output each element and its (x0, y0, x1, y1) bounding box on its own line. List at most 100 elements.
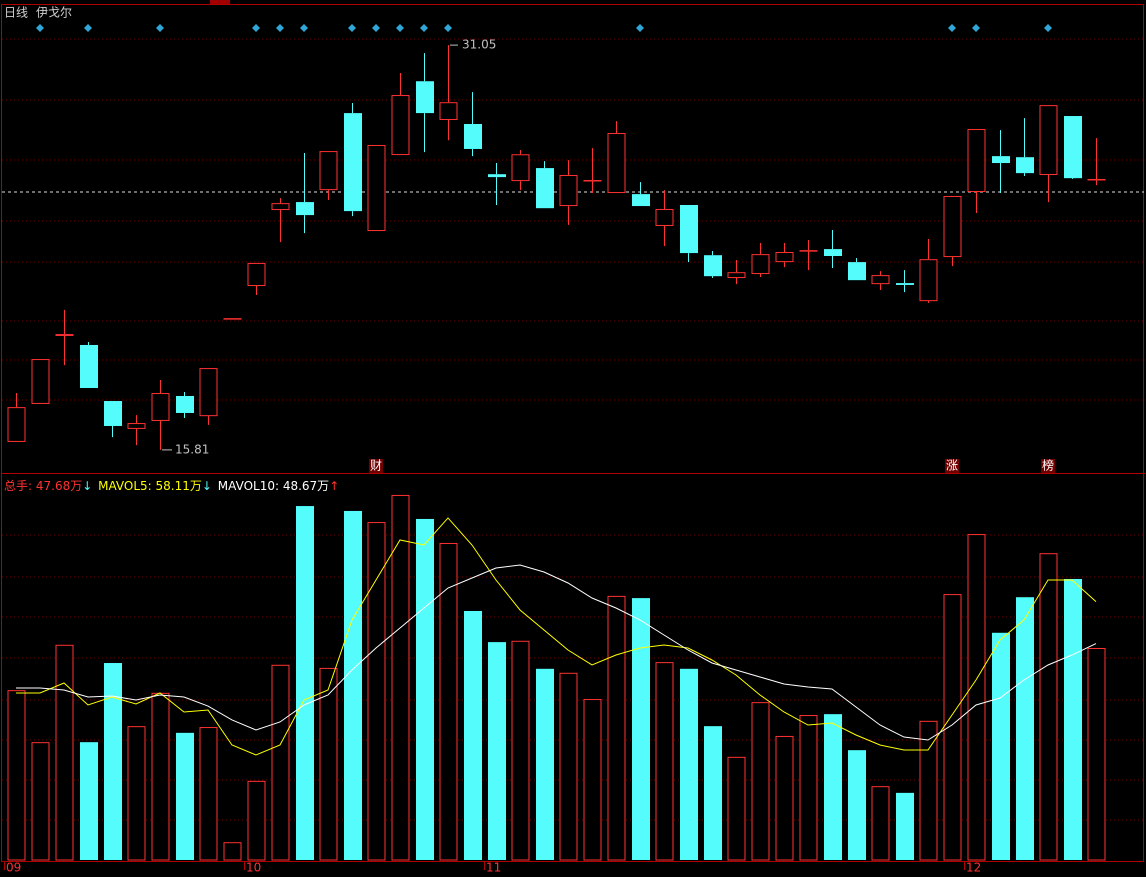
volume-bar (296, 506, 314, 860)
candle-body (967, 129, 986, 192)
annotation-box (369, 459, 383, 473)
x-tick-label: 12 (966, 861, 981, 875)
candle-body (247, 262, 266, 287)
event-marker (972, 24, 980, 32)
candle-body (223, 318, 242, 320)
x-tick-label: 09 (6, 861, 21, 875)
candle-body (751, 254, 770, 275)
candle-body (391, 95, 410, 156)
annotation: 财 (370, 459, 382, 473)
annotation: 榜 (1042, 458, 1054, 473)
event-marker (276, 24, 284, 32)
volume-bar (943, 594, 962, 861)
ma-line (16, 517, 1097, 756)
candle-body (319, 151, 338, 191)
volume-bar (1064, 578, 1082, 860)
event-marker (444, 24, 452, 32)
candle-body (919, 259, 938, 302)
volume-bar (391, 494, 410, 861)
candle-body (151, 393, 170, 421)
event-marker (1044, 24, 1052, 32)
candle-body (511, 154, 530, 182)
x-tick-label: 10 (246, 861, 261, 875)
legend-text: MAVOL5: 58.11万 (98, 479, 202, 493)
candle-body (367, 144, 386, 232)
candle-body (896, 283, 914, 285)
volume-bar (871, 786, 890, 861)
event-marker (300, 24, 308, 32)
volume-bar (223, 842, 242, 861)
candle-body (704, 255, 722, 277)
volume-bar (464, 610, 482, 860)
annotation-box (945, 459, 959, 473)
candle-body (31, 359, 50, 404)
candle-body (992, 156, 1010, 164)
volume-bar (1039, 553, 1058, 861)
frame (1, 4, 1144, 862)
event-marker (396, 24, 404, 32)
volume-bar (751, 702, 770, 861)
legend-arrow: ↓ (82, 479, 92, 493)
annotation-group: 财 涨 榜 (369, 458, 1055, 473)
candle-body (824, 249, 842, 256)
volume-bar (727, 756, 746, 861)
volume-bar (583, 699, 602, 861)
candle-body (439, 102, 458, 121)
candle-body (199, 368, 218, 417)
volume-bar (967, 534, 986, 861)
volume-bar (607, 595, 626, 861)
volume-bar (655, 662, 674, 861)
annotation-box (1041, 459, 1055, 473)
volume-bar (919, 720, 938, 861)
volume-bar (559, 672, 578, 861)
event-marker (84, 24, 92, 32)
volume-bar (848, 750, 866, 860)
event-marker (36, 24, 44, 32)
volume-bar (536, 668, 554, 860)
volume-bar (824, 714, 842, 860)
volume-bar (55, 644, 74, 861)
candle-body (127, 423, 146, 429)
volume-bar (31, 742, 50, 861)
min-label: 15.81 (175, 442, 209, 456)
volume-bar (775, 735, 794, 861)
volume-bar (488, 642, 506, 860)
volume-bar (416, 518, 434, 860)
candle-body (583, 180, 602, 182)
max-label: 31.05 (462, 38, 496, 52)
volume-bar (1087, 647, 1106, 861)
volume-bar (896, 792, 914, 860)
candle-body (559, 174, 578, 207)
period-label: 日线 (4, 6, 28, 20)
candle-body (416, 81, 434, 114)
volume-bar (7, 690, 26, 861)
volume-bar (992, 632, 1010, 860)
candle-body (632, 194, 650, 207)
candle-body (344, 113, 362, 212)
candle-body (80, 344, 98, 389)
volume-bar (1016, 597, 1034, 860)
legend-arrow: ↓ (202, 479, 212, 493)
candle-body (775, 252, 794, 263)
candle-body (176, 395, 194, 413)
volume-bar (511, 640, 530, 861)
volume-bar (704, 726, 722, 860)
candle-body (727, 272, 746, 279)
event-marker (420, 24, 428, 32)
volume-bar (344, 510, 362, 860)
candle-body (943, 195, 962, 258)
event-marker (948, 24, 956, 32)
volume-bar (80, 742, 98, 860)
volume-bar (127, 726, 146, 861)
volume-bar (271, 664, 290, 861)
volume-bar (439, 542, 458, 861)
candle-body (680, 205, 698, 254)
volume-bar (632, 598, 650, 860)
event-marker (252, 24, 260, 32)
volume-bar (799, 715, 818, 861)
candle-body (55, 334, 74, 336)
volume-bar (247, 780, 266, 861)
ma-line (16, 564, 1097, 741)
